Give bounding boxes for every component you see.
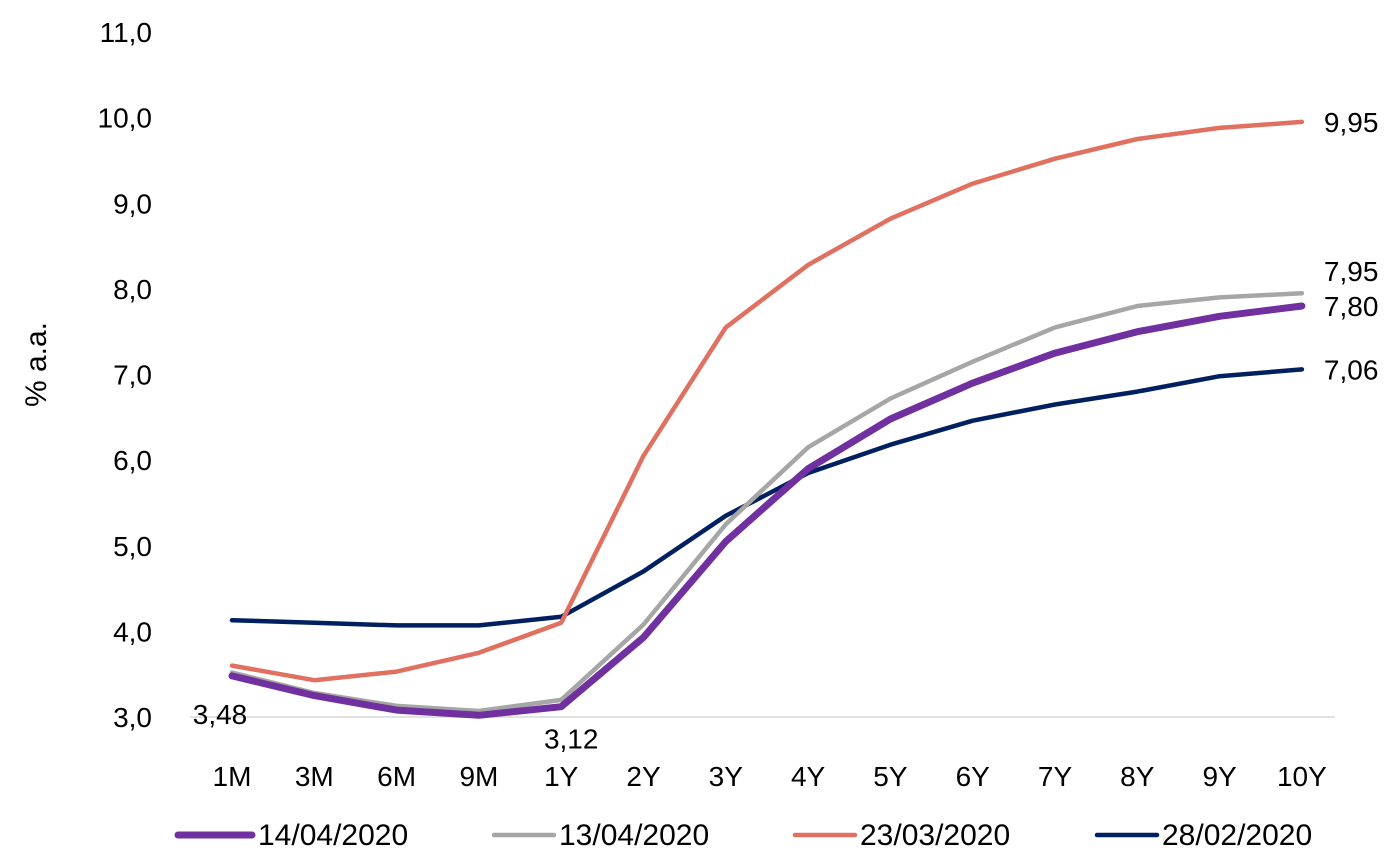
y-tick-label: 10,0: [98, 103, 153, 134]
series-line-4: [229, 367, 1305, 628]
y-tick-label: 6,0: [113, 445, 152, 476]
legend-item: 13/04/2020: [491, 819, 709, 852]
x-tick-label: 4Y: [791, 761, 826, 792]
x-tick-label: 6Y: [956, 761, 991, 792]
y-tick-label: 8,0: [113, 274, 152, 305]
data-label: 7,95: [1324, 256, 1379, 287]
x-tick-label: 8Y: [1120, 761, 1155, 792]
x-tick-label: 2Y: [626, 761, 661, 792]
data-label: 7,06: [1324, 354, 1379, 385]
x-tick-label: 7Y: [1038, 761, 1073, 792]
y-tick-label: 5,0: [113, 531, 152, 562]
x-tick-label: 3Y: [709, 761, 744, 792]
x-tick-label: 5Y: [873, 761, 908, 792]
x-axis-tick-labels: 1M 3M 6M 9M 1Y 2Y 3Y 4Y 5Y 6Y 7Y 8Y 9Y 10Y: [213, 761, 1328, 792]
y-tick-label: 4,0: [113, 616, 152, 647]
x-tick-label: 9Y: [1202, 761, 1237, 792]
y-axis-title: % a.a.: [20, 322, 53, 407]
y-tick-label: 9,0: [113, 188, 152, 219]
legend-item: 28/02/2020: [1094, 819, 1312, 852]
data-label: 7,80: [1324, 291, 1379, 322]
legend-item: 14/04/2020: [174, 819, 408, 852]
series-line-1: [228, 302, 1306, 719]
legend-label: 13/04/2020: [559, 819, 709, 852]
series-line-2: [229, 290, 1305, 714]
legend-label: 28/02/2020: [1162, 819, 1312, 852]
x-tick-label: 10Y: [1277, 761, 1327, 792]
data-label: 3,12: [544, 724, 599, 755]
series-line-3: [229, 119, 1305, 683]
y-axis-tick-labels: 3,0 4,0 5,0 6,0 7,0 8,0 9,0 10,0 11,0: [98, 17, 153, 733]
data-label: 3,48: [193, 699, 248, 730]
legend: 14/04/2020 13/04/2020 23/03/2020 28/02/2020: [174, 819, 1312, 852]
data-labels: 3,48 3,12 7,80 7,95 9,95 7,06: [193, 107, 1379, 755]
y-tick-label: 11,0: [100, 17, 152, 48]
data-label: 9,95: [1324, 107, 1379, 138]
legend-item: 23/03/2020: [792, 819, 1010, 852]
x-tick-label: 1M: [213, 761, 252, 792]
legend-label: 14/04/2020: [258, 819, 408, 852]
x-tick-label: 3M: [295, 761, 334, 792]
x-tick-label: 1Y: [544, 761, 579, 792]
x-tick-label: 9M: [459, 761, 498, 792]
y-tick-label: 7,0: [113, 360, 152, 391]
x-tick-label: 6M: [377, 761, 416, 792]
legend-label: 23/03/2020: [860, 819, 1010, 852]
y-tick-label: 3,0: [113, 702, 152, 733]
series-lines: [228, 119, 1306, 719]
